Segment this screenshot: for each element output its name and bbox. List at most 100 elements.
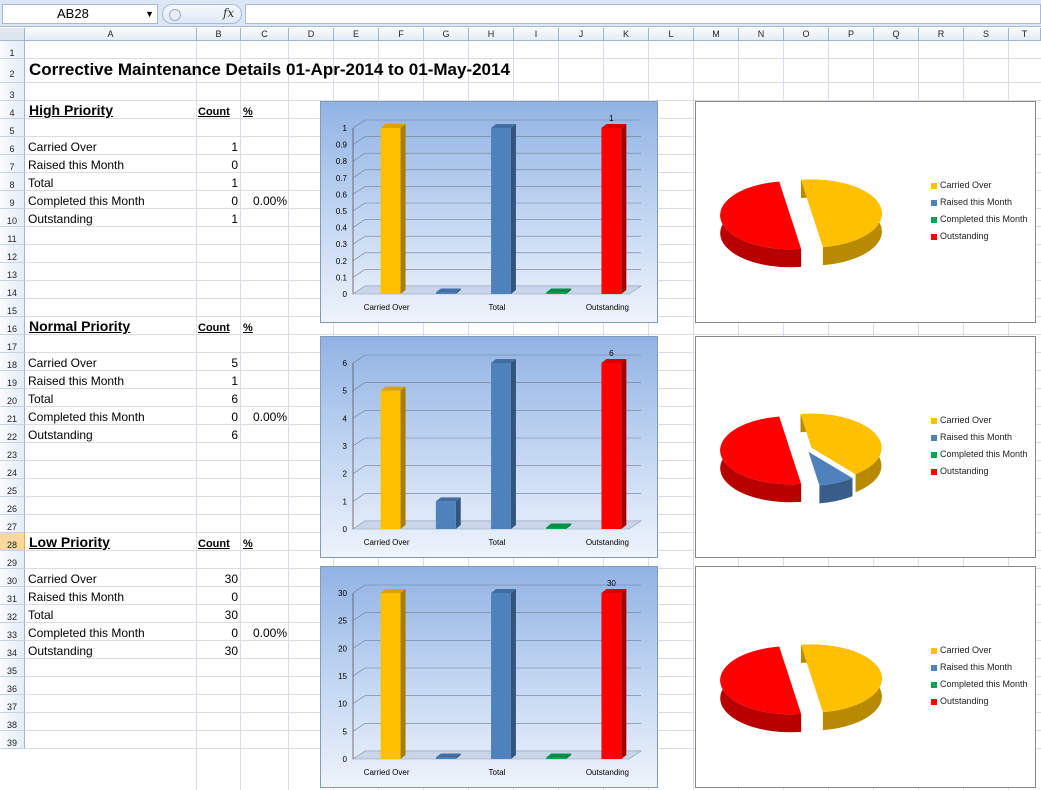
row-header-30[interactable]: 30 <box>0 569 25 587</box>
column-header-o[interactable]: O <box>784 28 829 41</box>
row-header-24[interactable]: 24 <box>0 461 25 479</box>
row-label[interactable]: Total <box>28 392 54 406</box>
row-header-39[interactable]: 39 <box>0 731 25 749</box>
column-header-t[interactable]: T <box>1009 28 1041 41</box>
count-value[interactable]: 6 <box>231 392 238 406</box>
row-label[interactable]: Total <box>28 176 54 190</box>
column-header-j[interactable]: J <box>559 28 604 41</box>
row-header-1[interactable]: 1 <box>0 41 25 59</box>
row-header-23[interactable]: 23 <box>0 443 25 461</box>
row-header-32[interactable]: 32 <box>0 605 25 623</box>
column-header-m[interactable]: M <box>694 28 739 41</box>
row-header-28[interactable]: 28 <box>0 533 25 551</box>
pie-chart[interactable]: Carried Over Raised this Month Completed t… <box>695 566 1036 788</box>
count-value[interactable]: 30 <box>224 572 238 586</box>
column-header-b[interactable]: B <box>197 28 241 41</box>
column-header-q[interactable]: Q <box>874 28 919 41</box>
row-header-6[interactable]: 6 <box>0 137 25 155</box>
pie-chart[interactable]: Carried Over Raised this Month Completed t… <box>695 336 1036 558</box>
percent-value[interactable]: 0.00% <box>252 194 287 208</box>
column-header-r[interactable]: R <box>919 28 964 41</box>
row-header-35[interactable]: 35 <box>0 659 25 677</box>
count-header[interactable]: Count <box>198 322 230 334</box>
row-label[interactable]: Carried Over <box>28 572 97 586</box>
count-header[interactable]: Count <box>198 106 230 118</box>
row-label[interactable]: Raised this Month <box>28 158 125 172</box>
bar-chart[interactable]: 0 5 10 15 20 25 30 30 Carried Over Total Outstandi… <box>320 566 658 788</box>
row-header-29[interactable]: 29 <box>0 551 25 569</box>
row-label[interactable]: Carried Over <box>28 140 97 154</box>
row-header-22[interactable]: 22 <box>0 425 25 443</box>
percent-header[interactable]: % <box>243 322 253 334</box>
column-header-l[interactable]: L <box>649 28 694 41</box>
column-header-e[interactable]: E <box>334 28 379 41</box>
column-header-f[interactable]: F <box>379 28 424 41</box>
row-header-13[interactable]: 13 <box>0 263 25 281</box>
row-header-19[interactable]: 19 <box>0 371 25 389</box>
count-value[interactable]: 30 <box>224 644 238 658</box>
column-header-c[interactable]: C <box>241 28 289 41</box>
row-header-36[interactable]: 36 <box>0 677 25 695</box>
section-heading[interactable]: Low Priority <box>29 534 110 550</box>
formula-input[interactable] <box>245 4 1041 24</box>
chevron-down-icon[interactable]: ▼ <box>145 9 154 19</box>
sheet-title[interactable]: Corrective Maintenance Details 01-Apr-20… <box>29 60 510 79</box>
row-header-3[interactable]: 3 <box>0 83 25 101</box>
row-label[interactable]: Raised this Month <box>28 374 125 388</box>
row-header-17[interactable]: 17 <box>0 335 25 353</box>
row-header-26[interactable]: 26 <box>0 497 25 515</box>
row-header-15[interactable]: 15 <box>0 299 25 317</box>
row-header-34[interactable]: 34 <box>0 641 25 659</box>
section-heading[interactable]: High Priority <box>29 102 114 118</box>
row-header-9[interactable]: 9 <box>0 191 25 209</box>
row-header-4[interactable]: 4 <box>0 101 25 119</box>
row-label[interactable]: Outstanding <box>28 644 93 658</box>
count-value[interactable]: 0 <box>231 410 238 424</box>
row-header-5[interactable]: 5 <box>0 119 25 137</box>
row-header-31[interactable]: 31 <box>0 587 25 605</box>
count-value[interactable]: 0 <box>231 194 238 208</box>
row-label[interactable]: Outstanding <box>28 428 93 442</box>
count-value[interactable]: 5 <box>231 356 238 370</box>
bar-chart[interactable]: 0 1 2 3 4 5 6 6 Carried Over Total Outstanding <box>320 336 658 558</box>
row-label[interactable]: Total <box>28 608 54 622</box>
row-header-11[interactable]: 11 <box>0 227 25 245</box>
percent-value[interactable]: 0.00% <box>252 626 287 640</box>
column-header-h[interactable]: H <box>469 28 514 41</box>
count-value[interactable]: 1 <box>231 140 238 154</box>
row-label[interactable]: Completed this Month <box>28 626 145 640</box>
row-label[interactable]: Outstanding <box>28 212 93 226</box>
row-label[interactable]: Completed this Month <box>28 410 145 424</box>
count-header[interactable]: Count <box>198 538 230 550</box>
row-header-27[interactable]: 27 <box>0 515 25 533</box>
section-heading[interactable]: Normal Priority <box>29 318 131 334</box>
column-header-d[interactable]: D <box>289 28 334 41</box>
row-header-25[interactable]: 25 <box>0 479 25 497</box>
count-value[interactable]: 6 <box>231 428 238 442</box>
row-header-20[interactable]: 20 <box>0 389 25 407</box>
column-header-s[interactable]: S <box>964 28 1009 41</box>
column-header-i[interactable]: I <box>514 28 559 41</box>
row-header-33[interactable]: 33 <box>0 623 25 641</box>
count-value[interactable]: 0 <box>231 626 238 640</box>
row-header-21[interactable]: 21 <box>0 407 25 425</box>
row-header-7[interactable]: 7 <box>0 155 25 173</box>
row-header-38[interactable]: 38 <box>0 713 25 731</box>
percent-header[interactable]: % <box>243 538 253 550</box>
insert-function-icon[interactable]: fx <box>223 6 235 20</box>
column-header-k[interactable]: K <box>604 28 649 41</box>
row-header-14[interactable]: 14 <box>0 281 25 299</box>
bar-chart[interactable]: 0 0.1 0.2 0.3 0.4 0.5 0.6 0.7 0.8 0.9 1 1 Carried Ov… <box>320 101 658 323</box>
percent-value[interactable]: 0.00% <box>252 410 287 424</box>
count-value[interactable]: 30 <box>224 608 238 622</box>
count-value[interactable]: 1 <box>231 212 238 226</box>
row-header-16[interactable]: 16 <box>0 317 25 335</box>
row-header-10[interactable]: 10 <box>0 209 25 227</box>
percent-header[interactable]: % <box>243 106 253 118</box>
row-header-37[interactable]: 37 <box>0 695 25 713</box>
column-header-g[interactable]: G <box>424 28 469 41</box>
column-header-n[interactable]: N <box>739 28 784 41</box>
row-label[interactable]: Completed this Month <box>28 194 145 208</box>
row-header-2[interactable]: 2 <box>0 59 25 83</box>
column-header-p[interactable]: P <box>829 28 874 41</box>
